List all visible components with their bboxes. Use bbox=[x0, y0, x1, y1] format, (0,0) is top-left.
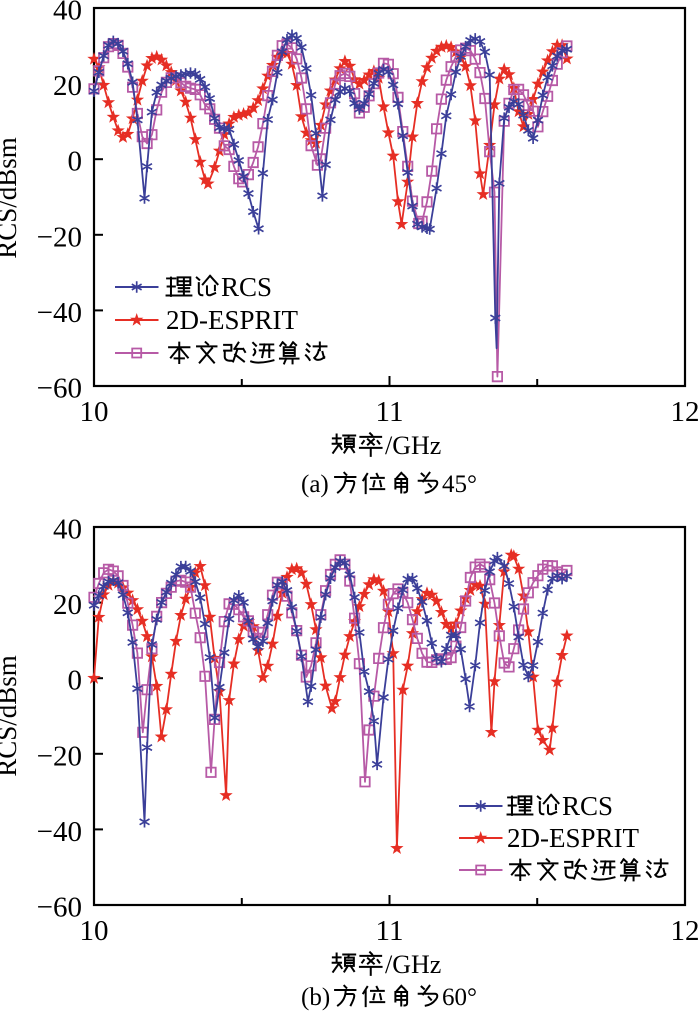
svg-text:0: 0 bbox=[68, 665, 83, 697]
svg-text:RCS: RCS bbox=[221, 272, 272, 302]
svg-text:60°: 60° bbox=[442, 984, 477, 1011]
svg-text:RCS: RCS bbox=[562, 791, 613, 821]
svg-text:0: 0 bbox=[68, 146, 83, 178]
svg-text:2D-ESPRIT: 2D-ESPRIT bbox=[507, 823, 640, 853]
svg-text:12: 12 bbox=[671, 915, 700, 947]
svg-text:40: 40 bbox=[53, 0, 82, 27]
svg-text:11: 11 bbox=[376, 915, 404, 947]
svg-text:−40: −40 bbox=[37, 297, 82, 329]
svg-text:20: 20 bbox=[53, 589, 82, 621]
svg-text:(a): (a) bbox=[301, 471, 329, 498]
svg-text:−60: −60 bbox=[37, 892, 82, 924]
svg-text:−20: −20 bbox=[37, 740, 82, 772]
svg-text:45°: 45° bbox=[442, 471, 477, 498]
svg-text:RCS/dBsm: RCS/dBsm bbox=[0, 655, 22, 777]
svg-text:/GHz: /GHz bbox=[385, 431, 441, 460]
svg-text:40: 40 bbox=[53, 514, 82, 546]
svg-text:(b): (b) bbox=[301, 984, 330, 1011]
svg-text:12: 12 bbox=[671, 396, 700, 428]
svg-text:RCS/dBsm: RCS/dBsm bbox=[0, 137, 22, 259]
svg-text:10: 10 bbox=[80, 915, 109, 947]
svg-text:20: 20 bbox=[53, 70, 82, 102]
svg-text:−60: −60 bbox=[37, 373, 82, 405]
svg-text:11: 11 bbox=[376, 396, 404, 428]
svg-text:/GHz: /GHz bbox=[385, 950, 441, 979]
svg-text:−20: −20 bbox=[37, 221, 82, 253]
svg-text:2D-ESPRIT: 2D-ESPRIT bbox=[166, 305, 299, 335]
svg-text:10: 10 bbox=[80, 396, 109, 428]
svg-text:−40: −40 bbox=[37, 816, 82, 848]
